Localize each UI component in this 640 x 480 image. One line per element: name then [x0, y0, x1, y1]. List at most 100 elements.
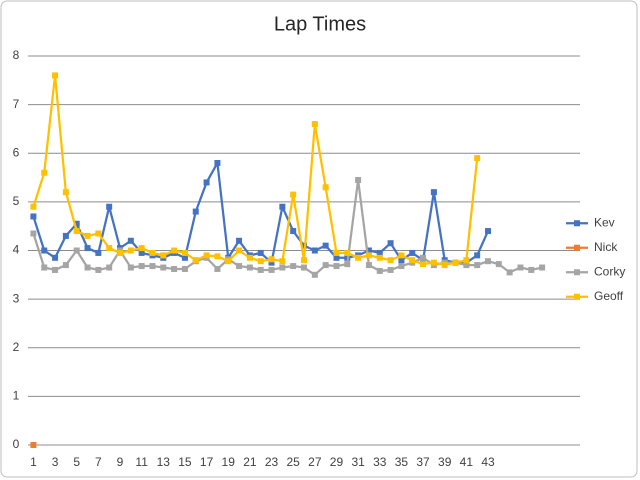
point-marker — [452, 259, 459, 266]
point-marker — [333, 249, 340, 256]
point-marker — [311, 247, 318, 254]
point-marker — [84, 232, 91, 239]
point-marker — [528, 266, 535, 273]
point-marker — [409, 249, 416, 256]
point-marker — [474, 252, 481, 259]
point-marker — [398, 263, 405, 270]
point-marker — [127, 247, 134, 254]
y-tick-label: 7 — [13, 97, 20, 111]
point-marker — [430, 259, 437, 266]
point-marker — [430, 189, 437, 196]
point-marker — [290, 191, 297, 198]
point-marker — [73, 220, 80, 227]
point-marker — [181, 249, 188, 256]
x-tick-label: 3 — [52, 455, 59, 469]
point-marker — [181, 265, 188, 272]
point-marker — [268, 259, 275, 266]
y-tick-label: 8 — [13, 48, 20, 62]
point-marker — [333, 263, 340, 270]
x-tick-label: 21 — [243, 455, 257, 469]
y-tick-label: 1 — [13, 389, 20, 403]
point-marker — [171, 265, 178, 272]
point-marker — [387, 257, 394, 264]
x-tick-label: 11 — [135, 455, 148, 469]
point-marker — [322, 242, 329, 249]
point-marker — [387, 266, 394, 273]
x-tick-label: 25 — [286, 455, 300, 469]
point-marker — [138, 245, 145, 252]
point-marker — [192, 257, 199, 264]
point-marker — [387, 240, 394, 247]
point-marker — [236, 237, 243, 244]
point-marker — [355, 254, 362, 261]
point-marker — [30, 230, 37, 237]
x-tick-label: 23 — [265, 455, 279, 469]
point-marker — [225, 258, 232, 265]
point-marker — [149, 263, 156, 270]
x-tick-label: 7 — [95, 455, 102, 469]
x-tick-label: 39 — [438, 455, 452, 469]
point-marker — [138, 249, 145, 256]
chart-title: Lap Times — [274, 13, 366, 35]
point-marker — [41, 169, 48, 176]
point-marker — [463, 257, 470, 264]
point-marker — [41, 264, 48, 271]
point-marker — [52, 266, 59, 273]
point-marker — [257, 249, 264, 256]
point-marker — [301, 264, 307, 271]
point-marker — [246, 264, 253, 271]
point-marker — [73, 228, 80, 235]
legend-marker — [574, 244, 580, 251]
point-marker — [127, 264, 134, 271]
y-tick-label: 4 — [13, 243, 20, 257]
point-marker — [117, 249, 123, 256]
point-marker — [192, 208, 199, 215]
point-marker — [30, 203, 37, 210]
x-tick-label: 27 — [308, 455, 322, 469]
point-marker — [333, 254, 340, 261]
point-marker — [420, 261, 427, 268]
point-marker — [236, 263, 243, 270]
point-marker — [62, 189, 69, 196]
legend-marker — [574, 220, 580, 227]
point-marker — [311, 121, 318, 128]
point-marker — [257, 258, 264, 265]
point-marker — [73, 247, 80, 254]
point-marker — [355, 176, 362, 183]
legend-label: Geoff — [594, 289, 624, 303]
point-marker — [84, 245, 91, 252]
point-marker — [322, 262, 329, 269]
point-marker — [344, 249, 351, 256]
legend-marker — [574, 293, 580, 300]
point-marker — [506, 269, 513, 276]
point-marker — [41, 247, 48, 254]
point-marker — [485, 228, 491, 235]
point-marker — [246, 254, 253, 261]
point-marker — [62, 262, 69, 269]
point-marker — [127, 237, 134, 244]
point-marker — [365, 252, 372, 259]
legend-marker — [574, 269, 580, 276]
y-tick-label: 6 — [13, 145, 20, 159]
x-tick-label: 1 — [30, 455, 37, 469]
x-tick-label: 5 — [73, 455, 80, 469]
point-marker — [365, 247, 372, 254]
point-marker — [301, 242, 307, 249]
x-tick-label: 41 — [460, 455, 474, 469]
point-marker — [365, 262, 372, 269]
point-marker — [474, 155, 481, 162]
point-marker — [171, 247, 178, 254]
point-marker — [290, 263, 297, 270]
point-marker — [311, 271, 318, 278]
point-marker — [52, 72, 59, 79]
point-marker — [149, 249, 156, 256]
point-marker — [160, 252, 167, 259]
x-tick-label: 29 — [330, 455, 344, 469]
legend-label: Corky — [594, 264, 625, 278]
point-marker — [257, 266, 264, 273]
point-marker — [95, 230, 102, 237]
point-marker — [52, 254, 59, 261]
point-marker — [236, 247, 243, 254]
point-marker — [279, 264, 286, 271]
